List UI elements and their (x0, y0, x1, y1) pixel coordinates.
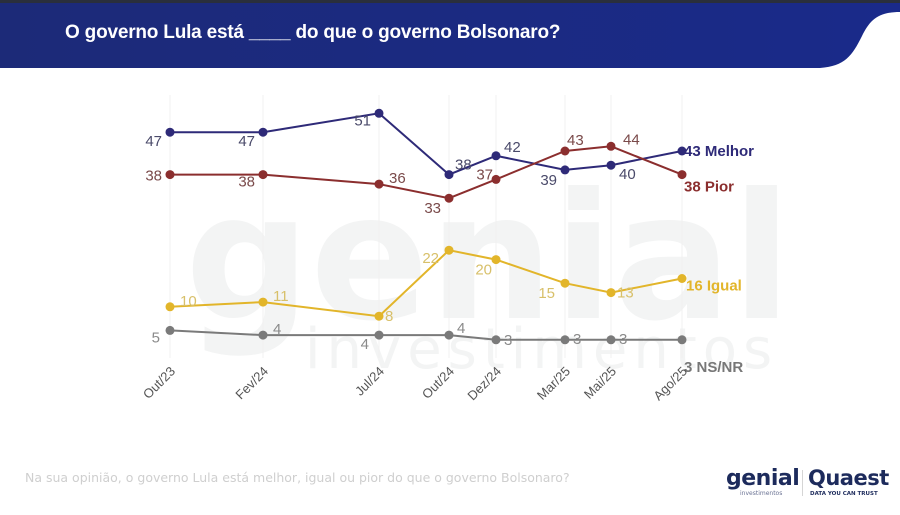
data-point-pior-Ago25 (677, 170, 687, 180)
data-point-pior-Mar25 (560, 146, 570, 156)
data-point-pior-Dez24 (491, 174, 501, 184)
data-label: 38 (455, 157, 472, 174)
series-line-pior (170, 145, 683, 200)
data-point-nsnr-Out23 (165, 325, 175, 335)
series-end-label-igual: 16 Igual (686, 277, 742, 294)
data-label: 8 (385, 308, 393, 325)
data-point-melhor-Ago25 (677, 146, 687, 156)
data-point-melhor-Mai25 (606, 160, 616, 170)
genial-logo: genial (726, 466, 800, 491)
watermark-subtext: investimentos (305, 317, 778, 382)
quaest-logo: Quaest (808, 466, 889, 490)
data-point-igual-Mar25 (560, 278, 570, 288)
genial-logo-subtitle: investimentos (740, 490, 783, 497)
data-point-melhor-Out23 (165, 127, 175, 137)
series-line-igual (169, 249, 683, 318)
data-label: 42 (504, 139, 521, 156)
data-point-nsnr-Mai25 (606, 335, 616, 345)
data-label: 44 (623, 131, 640, 148)
data-point-nsnr-Fev24 (258, 330, 268, 340)
data-label: 11 (273, 288, 289, 305)
data-point-igual-Ago25 (677, 274, 687, 283)
data-point-nsnr-Mar25 (560, 335, 570, 345)
data-point-pior-Mai25 (606, 141, 616, 151)
data-point-melhor-Mar25 (560, 165, 570, 175)
data-label: 13 (617, 285, 634, 302)
data-label: 47 (238, 133, 255, 150)
data-label: 38 (238, 174, 255, 191)
x-tick-label: Out/23 (140, 364, 178, 402)
page-title: O governo Lula está ____ do que o govern… (65, 22, 561, 43)
data-point-melhor-Fev24 (258, 127, 268, 137)
data-point-nsnr-Out24 (444, 330, 454, 340)
data-label: 37 (476, 166, 493, 183)
data-point-nsnr-Jul24 (374, 330, 384, 340)
data-label: 39 (540, 172, 557, 189)
series-points (165, 108, 687, 345)
header-background (0, 0, 900, 68)
header-banner: O governo Lula está ____ do que o govern… (0, 0, 900, 70)
data-label: 33 (424, 200, 441, 217)
data-point-nsnr-Ago25 (677, 335, 687, 345)
series-end-label-nsnr: 3 NS/NR (684, 359, 743, 376)
data-label: 5 (152, 329, 160, 346)
data-point-melhor-Out24 (444, 170, 454, 180)
data-point-igual-Jul24 (374, 311, 384, 321)
logos: genial investimentos Quaest DATA YOU CAN… (726, 466, 889, 502)
data-point-pior-Jul24 (374, 179, 384, 189)
series-end-label-melhor: 43 Melhor (684, 143, 754, 160)
data-point-pior-Out24 (444, 193, 454, 203)
data-label: 20 (475, 262, 492, 279)
survey-question: Na sua opinião, o governo Lula está melh… (25, 470, 570, 485)
data-label: 40 (619, 166, 636, 183)
data-point-igual-Fev24 (258, 297, 268, 307)
data-label: 10 (180, 293, 197, 310)
data-point-igual-Dez24 (491, 255, 501, 265)
series-end-label-pior: 38 Pior (684, 179, 734, 196)
logo-divider (802, 470, 803, 496)
data-label: 3 (573, 331, 581, 348)
quaest-logo-subtitle: DATA YOU CAN TRUST (810, 491, 878, 497)
data-point-pior-Fev24 (258, 170, 268, 180)
data-point-igual-Out24 (444, 245, 454, 255)
data-point-igual-Out23 (165, 302, 175, 312)
x-tick-label: Fev/24 (232, 364, 271, 403)
data-label: 3 (619, 331, 627, 348)
data-point-melhor-Dez24 (491, 151, 501, 161)
data-label: 3 (504, 332, 512, 349)
data-label: 38 (145, 168, 162, 185)
data-label: 4 (457, 320, 465, 337)
data-point-igual-Mai25 (606, 288, 616, 298)
data-label: 22 (422, 250, 439, 267)
data-label: 15 (538, 285, 555, 302)
series-line-nsnr (169, 329, 682, 341)
series-line-melhor (170, 112, 683, 176)
data-label: 4 (273, 321, 281, 338)
data-point-melhor-Jul24 (374, 108, 384, 118)
data-label: 4 (361, 336, 369, 353)
data-label: 51 (354, 112, 371, 129)
data-label: 43 (567, 132, 584, 149)
data-label: 36 (389, 170, 406, 187)
data-point-nsnr-Dez24 (491, 335, 501, 345)
series-lines (169, 112, 683, 341)
data-label: 47 (145, 133, 162, 150)
data-point-pior-Out23 (165, 170, 175, 180)
